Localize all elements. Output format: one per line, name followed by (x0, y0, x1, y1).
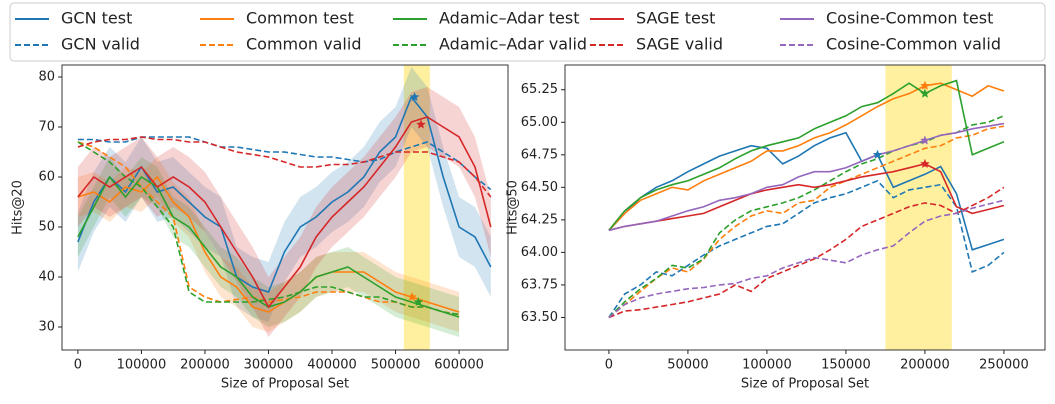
series-line (608, 82, 1005, 231)
legend-label: GCN valid (61, 35, 140, 54)
y-tick-label: 64.25 (521, 212, 558, 227)
star-marker (416, 119, 426, 129)
x-axis-label: Size of Proposal Set (221, 377, 349, 392)
x-tick-label: 300000 (244, 358, 294, 373)
highlight-span (885, 65, 952, 350)
y-tick-label: 63.75 (521, 277, 558, 292)
star-marker (407, 292, 417, 301)
legend-label: SAGE test (636, 9, 715, 28)
axes-frame (61, 64, 509, 351)
series-line (608, 122, 1005, 232)
x-axis-label: Size of Proposal Set (741, 377, 869, 392)
y-tick-label: 50 (38, 220, 55, 235)
y-tick-label: 64.00 (521, 245, 558, 260)
x-tick-label: 500000 (371, 358, 421, 373)
legend-frame (9, 2, 1046, 62)
series-line (77, 136, 492, 191)
x-tick-label: 200000 (180, 358, 230, 373)
y-tick-label: 64.75 (521, 147, 558, 162)
star-marker (920, 88, 930, 98)
y-tick-label: 65.00 (521, 115, 558, 130)
legend-label: Common test (246, 9, 354, 28)
y-axis-label: Hits@50 (506, 180, 521, 235)
series-line (77, 175, 460, 313)
y-tick-label: 64.50 (521, 180, 558, 195)
legend-label: SAGE valid (636, 35, 723, 54)
series-line (608, 186, 1005, 319)
x-tick-label: 0 (605, 358, 613, 373)
x-tick-label: 250000 (979, 358, 1029, 373)
series-line (77, 141, 460, 316)
x-tick-label: 100000 (117, 358, 167, 373)
series-line (77, 116, 492, 309)
series-line (608, 179, 1005, 318)
spread-band (77, 67, 491, 322)
series-line (77, 95, 492, 293)
x-tick-label: 150000 (821, 358, 871, 373)
x-tick-label: 600000 (434, 358, 484, 373)
series-line (608, 125, 1005, 319)
series-line (77, 136, 492, 198)
spread-band (77, 87, 491, 337)
plot-area (77, 65, 492, 350)
legend-label: Cosine-Common valid (826, 35, 1001, 54)
plot-area (608, 65, 1005, 350)
series-line (608, 131, 1005, 251)
series-line (608, 199, 1005, 319)
y-tick-label: 63.50 (521, 310, 558, 325)
star-marker (920, 80, 930, 90)
y-tick-label: 60 (38, 170, 55, 185)
y-tick-label: 40 (38, 270, 55, 285)
legend-label: Cosine-Common test (826, 9, 993, 28)
star-marker (413, 297, 424, 306)
series-line (608, 163, 1005, 232)
star-marker (409, 92, 420, 101)
y-tick-label: 70 (38, 120, 55, 135)
x-tick-label: 50000 (667, 358, 708, 373)
x-tick-label: 400000 (307, 358, 357, 373)
x-tick-label: 200000 (900, 358, 950, 373)
star-marker (920, 158, 930, 168)
series-line (608, 79, 1005, 231)
legend-label: Common valid (246, 35, 361, 54)
legend-label: Adamic–Adar test (439, 9, 579, 28)
legend-label: Adamic–Adar valid (439, 35, 587, 54)
axes-frame (564, 64, 1046, 351)
y-tick-label: 80 (38, 70, 55, 85)
y-tick-label: 30 (38, 320, 55, 335)
star-marker (920, 135, 930, 145)
x-tick-label: 100000 (742, 358, 792, 373)
x-tick-label: 0 (74, 358, 82, 373)
y-axis-label: Hits@20 (11, 180, 26, 235)
star-marker (872, 149, 883, 159)
legend-label: GCN test (61, 9, 132, 28)
y-tick-label: 65.25 (521, 82, 558, 97)
